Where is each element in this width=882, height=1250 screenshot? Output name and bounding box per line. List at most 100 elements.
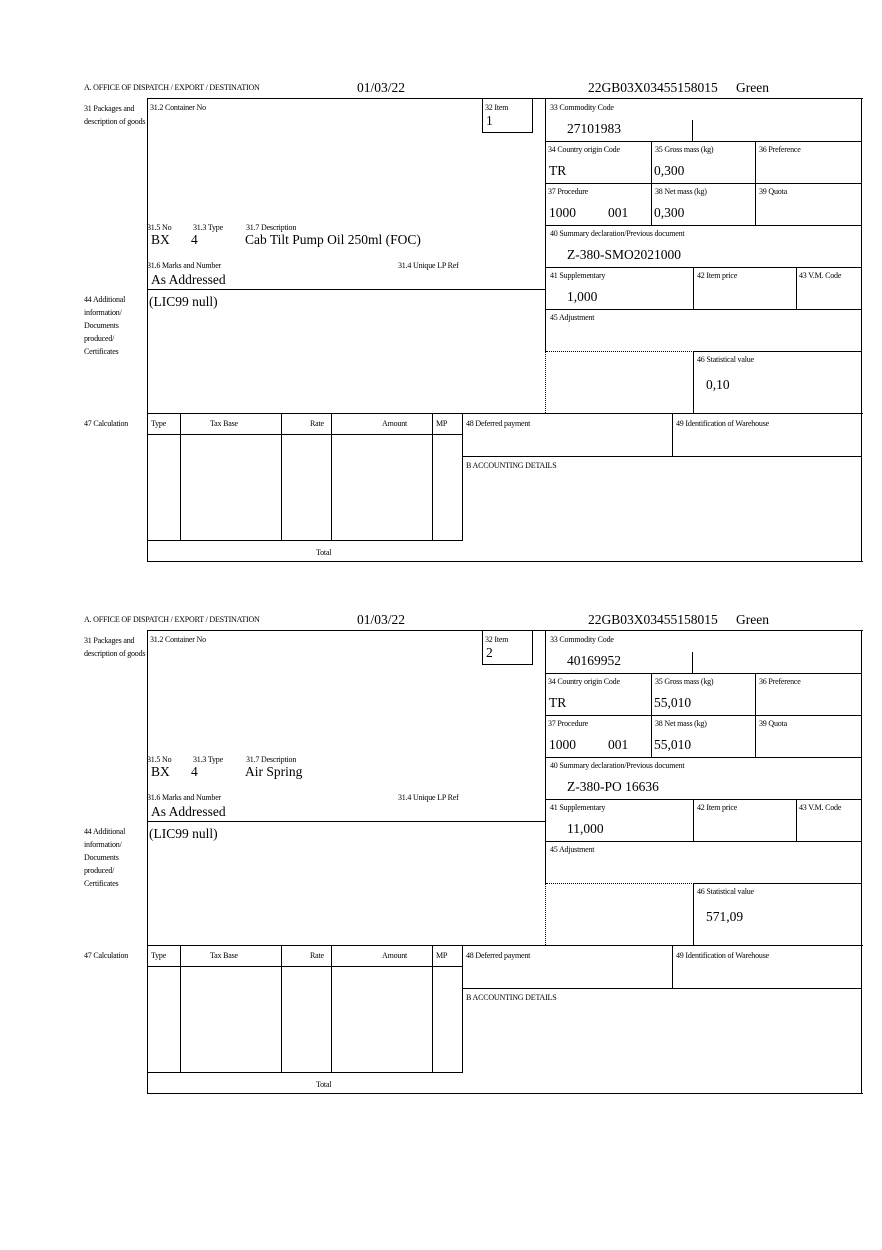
divider [147,630,863,631]
net-mass-value: 0,300 [654,205,685,220]
route-lane: Green [736,80,769,95]
divider [532,98,533,132]
description-value: Cab Tilt Pump Oil 250ml (FOC) [245,232,421,247]
commodity-code-value: 40169952 [567,653,621,668]
divider [147,413,863,414]
divider [693,799,694,841]
summary-declaration-label: 40 Summary declaration/Previous document [550,761,685,770]
preference-label: 36 Preference [759,145,801,154]
supplementary-label: 41 Supplementary [550,271,606,280]
divider [546,841,862,842]
description-label: 31.7 Description [246,223,297,232]
declaration-reference: 22GB03X03455158015 [588,80,718,95]
divider [432,413,433,540]
gross-mass-label: 35 Gross mass (kg) [655,145,714,154]
divider [147,434,463,435]
packages-side-label: 31 Packages and description of goods [84,104,146,126]
divider [546,351,694,352]
package-no-value: BX [151,764,170,779]
divider [147,966,463,967]
marks-value: As Addressed [151,272,226,287]
divider [546,715,862,716]
divider [482,664,533,665]
divider [693,351,694,413]
item-number: 1 [486,113,493,128]
calc-tax-base-header: Tax Base [210,951,238,960]
divider [692,652,693,673]
container-no-label: 31.2 Container No [150,635,206,644]
statistical-value: 571,09 [706,909,744,924]
divider [796,267,797,309]
divider [482,630,483,664]
divider [147,1072,463,1073]
divider [694,351,862,352]
gross-mass-value: 55,010 [654,695,692,710]
gross-mass-value: 0,300 [654,163,685,178]
divider [693,267,694,309]
declaration-item-form: A. OFFICE OF DISPATCH / EXPORT / DESTINA… [0,0,882,562]
divider [651,673,652,757]
declaration-item-form: A. OFFICE OF DISPATCH / EXPORT / DESTINA… [0,532,882,1094]
divider [147,1093,863,1094]
divider [147,630,148,1094]
package-type-value: 4 [191,764,198,779]
marks-label: 31.6 Marks and Number [147,261,222,270]
procedure-additional-value: 001 [608,737,629,752]
country-origin-label: 34 Country origin Code [548,145,620,154]
supplementary-value: 1,000 [567,289,598,304]
divider [281,945,282,1072]
calc-total-label: Total [316,548,332,557]
divider [692,120,693,141]
net-mass-value: 55,010 [654,737,692,752]
calc-mp-header: MP [436,419,448,428]
summary-declaration-value: Z-380-SMO2021000 [567,247,681,262]
commodity-code-label: 33 Commodity Code [550,635,614,644]
item-label: 32 Item [485,103,509,112]
commodity-code-label: 33 Commodity Code [550,103,614,112]
calc-rate-header: Rate [310,951,324,960]
divider [546,673,862,674]
calc-tax-base-header: Tax Base [210,419,238,428]
commodity-code-value: 27101983 [567,121,621,136]
divider [672,413,673,456]
additional-info-side-label: 44 Additional information/ Documents pro… [84,827,126,888]
divider [693,883,694,945]
divider [331,945,332,1072]
divider [545,884,546,945]
divider [672,945,673,988]
divider [462,456,862,457]
summary-declaration-value: Z-380-PO 16636 [567,779,659,794]
additional-info-value: (LIC99 null) [149,826,218,841]
divider [545,98,546,352]
preference-label: 36 Preference [759,677,801,686]
procedure-label: 37 Procedure [548,719,589,728]
item-price-label: 42 Item price [697,803,738,812]
package-type-label: 31.3 Type [193,223,223,232]
divider [462,988,862,989]
divider [546,141,862,142]
accounting-details-label: B ACCOUNTING DETAILS [466,993,557,1002]
route-lane: Green [736,612,769,627]
calc-type-header: Type [151,951,167,960]
warehouse-id-label: 49 Identification of Warehouse [676,419,769,428]
office-label: A. OFFICE OF DISPATCH / EXPORT / DESTINA… [84,83,260,92]
calc-total-label: Total [316,1080,332,1089]
gross-mass-label: 35 Gross mass (kg) [655,677,714,686]
divider [796,799,797,841]
divider [694,883,862,884]
divider [545,352,546,413]
declaration-date: 01/03/22 [357,80,406,95]
divider [147,561,863,562]
divider [861,98,862,562]
calc-amount-header: Amount [382,419,408,428]
supplementary-label: 41 Supplementary [550,803,606,812]
deferred-payment-label: 48 Deferred payment [466,419,531,428]
divider [532,630,533,664]
adjustment-label: 45 Adjustment [550,313,595,322]
package-no-value: BX [151,232,170,247]
divider [462,413,463,540]
office-label: A. OFFICE OF DISPATCH / EXPORT / DESTINA… [84,615,260,624]
divider [147,821,546,822]
divider [432,945,433,1072]
